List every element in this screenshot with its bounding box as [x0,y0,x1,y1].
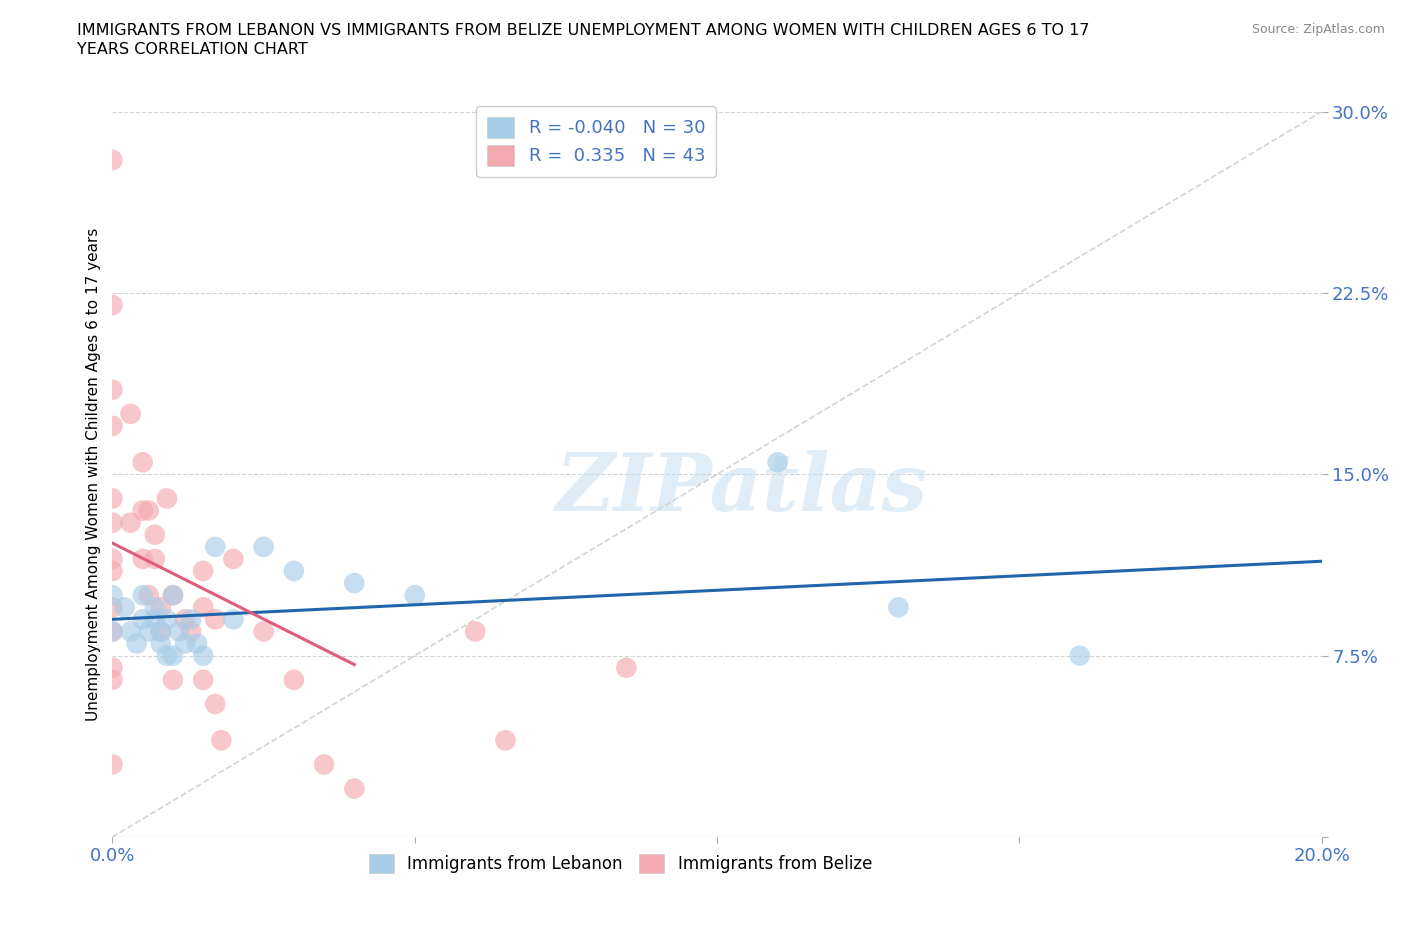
Point [314,757,336,772]
Point [149,624,172,639]
Point [156,648,179,663]
Point [191,600,214,615]
Point [132,551,155,566]
Point [887,600,910,615]
Point [120,406,142,421]
Text: Source: ZipAtlas.com: Source: ZipAtlas.com [1251,23,1385,36]
Point [101,672,124,687]
Point [162,588,184,603]
Point [101,624,124,639]
Point [180,612,202,627]
Text: IMMIGRANTS FROM LEBANON VS IMMIGRANTS FROM BELIZE UNEMPLOYMENT AMONG WOMEN WITH : IMMIGRANTS FROM LEBANON VS IMMIGRANTS FR… [77,23,1090,38]
Point [156,491,179,506]
Point [138,503,160,518]
Point [222,551,245,566]
Point [101,757,124,772]
Point [101,515,124,530]
Point [143,612,166,627]
Point [162,672,184,687]
Point [186,636,208,651]
Point [766,455,789,470]
Point [204,612,226,627]
Point [125,636,148,651]
Point [464,624,486,639]
Point [222,612,245,627]
Point [101,491,124,506]
Point [616,660,638,675]
Point [101,588,124,603]
Point [132,455,155,470]
Point [404,588,426,603]
Point [204,697,226,711]
Point [143,527,166,542]
Point [180,624,202,639]
Point [191,564,214,578]
Point [101,564,124,578]
Point [149,600,172,615]
Point [120,624,142,639]
Point [138,624,160,639]
Point [101,660,124,675]
Point [156,612,179,627]
Point [174,636,197,651]
Point [191,648,214,663]
Point [132,588,155,603]
Text: YEARS CORRELATION CHART: YEARS CORRELATION CHART [77,42,308,57]
Point [132,612,155,627]
Point [283,672,305,687]
Point [132,503,155,518]
Point [209,733,232,748]
Point [174,612,197,627]
Point [167,624,190,639]
Point [204,539,226,554]
Point [149,636,172,651]
Point [253,539,276,554]
Point [101,153,124,167]
Point [495,733,517,748]
Point [114,600,136,615]
Point [191,672,214,687]
Point [101,551,124,566]
Point [162,648,184,663]
Point [343,576,366,591]
Point [149,624,172,639]
Legend: Immigrants from Lebanon, Immigrants from Belize: Immigrants from Lebanon, Immigrants from… [363,847,879,880]
Point [101,624,124,639]
Point [143,600,166,615]
Text: ZIPatlas: ZIPatlas [555,450,928,527]
Point [253,624,276,639]
Point [143,551,166,566]
Point [101,600,124,615]
Point [101,418,124,433]
Point [101,382,124,397]
Point [138,588,160,603]
Point [162,588,184,603]
Point [101,298,124,312]
Point [1069,648,1091,663]
Y-axis label: Unemployment Among Women with Children Ages 6 to 17 years: Unemployment Among Women with Children A… [86,228,101,721]
Point [283,564,305,578]
Point [343,781,366,796]
Point [120,515,142,530]
